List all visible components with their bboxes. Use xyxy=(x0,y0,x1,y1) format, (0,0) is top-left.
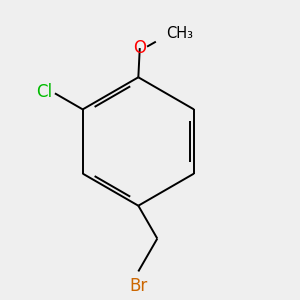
Text: O: O xyxy=(133,39,146,57)
Text: CH₃: CH₃ xyxy=(166,26,193,41)
Text: Cl: Cl xyxy=(36,83,52,101)
Text: Br: Br xyxy=(129,277,147,295)
